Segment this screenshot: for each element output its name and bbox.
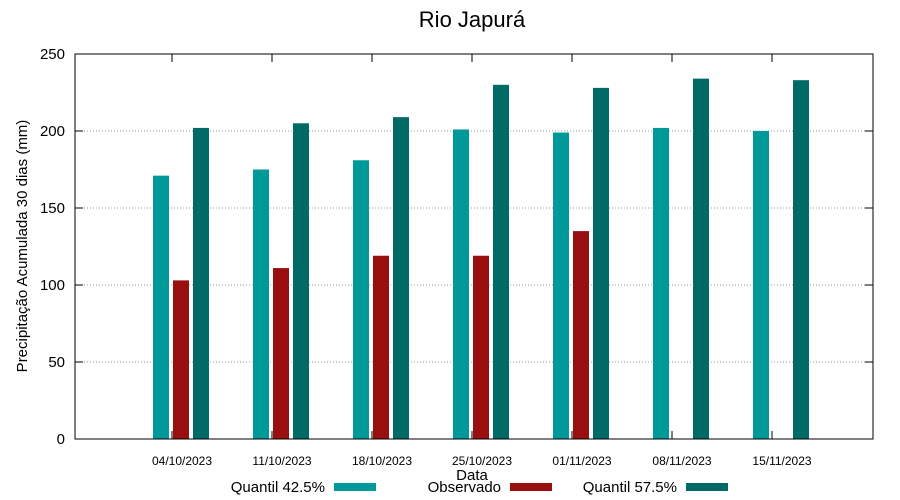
y-tick-label: 50: [48, 354, 65, 371]
bar-quantil-42-5--0: [153, 175, 169, 439]
bar-quantil-42-5--6: [753, 131, 769, 439]
bar-quantil-42-5--5: [653, 127, 669, 440]
x-tick-label: 01/11/2023: [552, 454, 611, 468]
plot-frame: [74, 53, 874, 440]
bar-observado-0: [173, 280, 189, 439]
x-tick-label: 25/10/2023: [452, 454, 512, 468]
bar-quantil-42-5--2: [353, 160, 369, 439]
bar-quantil-57-5--1: [293, 123, 309, 440]
y-tick-label: 200: [40, 123, 65, 140]
bar-observado-2: [373, 255, 389, 439]
y-tick-label: 250: [40, 46, 65, 63]
x-tick-label: 15/11/2023: [752, 454, 811, 468]
x-tick-label: 08/11/2023: [652, 454, 711, 468]
bar-quantil-42-5--1: [253, 169, 269, 439]
bar-quantil-57-5--6: [793, 80, 809, 440]
bar-quantil-57-5--3: [493, 84, 509, 440]
legend-swatch: [334, 483, 376, 491]
bar-observado-1: [273, 268, 289, 439]
chart-title: Rio Japurá: [419, 7, 526, 32]
y-tick-label: 0: [57, 431, 65, 448]
bar-quantil-57-5--4: [593, 87, 609, 439]
bar-quantil-42-5--3: [453, 129, 469, 439]
legend-label: Quantil 42.5%: [231, 479, 325, 496]
y-axis-label: Precipitação Acumulada 30 dias (mm): [14, 120, 31, 373]
y-tick-label: 100: [40, 277, 65, 294]
x-axis-label: Data: [456, 467, 488, 484]
x-ticks: 04/10/2023 11/10/2023 18/10/2023 25/10/2023…: [152, 54, 812, 468]
bar-observado-3: [473, 255, 489, 439]
bar-quantil-42-5--4: [553, 132, 569, 440]
bar-quantil-57-5--5: [693, 78, 709, 439]
legend-label: Observado: [428, 479, 501, 496]
bars-layer: [153, 78, 809, 440]
x-tick-label: 18/10/2023: [352, 454, 412, 468]
legend-swatch: [510, 483, 552, 491]
bar-quantil-57-5--0: [193, 127, 209, 440]
bar-observado-4: [573, 231, 589, 439]
x-tick-label: 11/10/2023: [252, 454, 311, 468]
bar-quantil-57-5--2: [393, 117, 409, 439]
x-tick-label: 04/10/2023: [152, 454, 212, 468]
legend-swatch: [686, 483, 728, 491]
legend-label: Quantil 57.5%: [583, 479, 677, 496]
y-tick-label: 150: [40, 200, 65, 217]
y-ticks: 0 50 100 150 200 250: [40, 46, 873, 448]
legend: Quantil 42.5% Observado Quantil 57.5%: [231, 479, 728, 496]
